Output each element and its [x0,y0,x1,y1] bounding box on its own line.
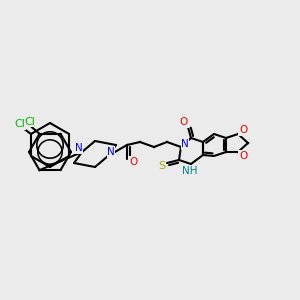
Text: N: N [75,143,83,153]
Text: N: N [107,147,115,157]
Text: Cl: Cl [14,119,26,129]
Text: O: O [239,125,247,135]
Text: O: O [239,151,247,161]
Text: Cl: Cl [24,117,35,127]
Text: O: O [129,157,137,167]
Text: O: O [180,117,188,127]
Text: S: S [158,161,166,171]
Text: N: N [181,139,189,149]
Text: NH: NH [182,166,198,176]
